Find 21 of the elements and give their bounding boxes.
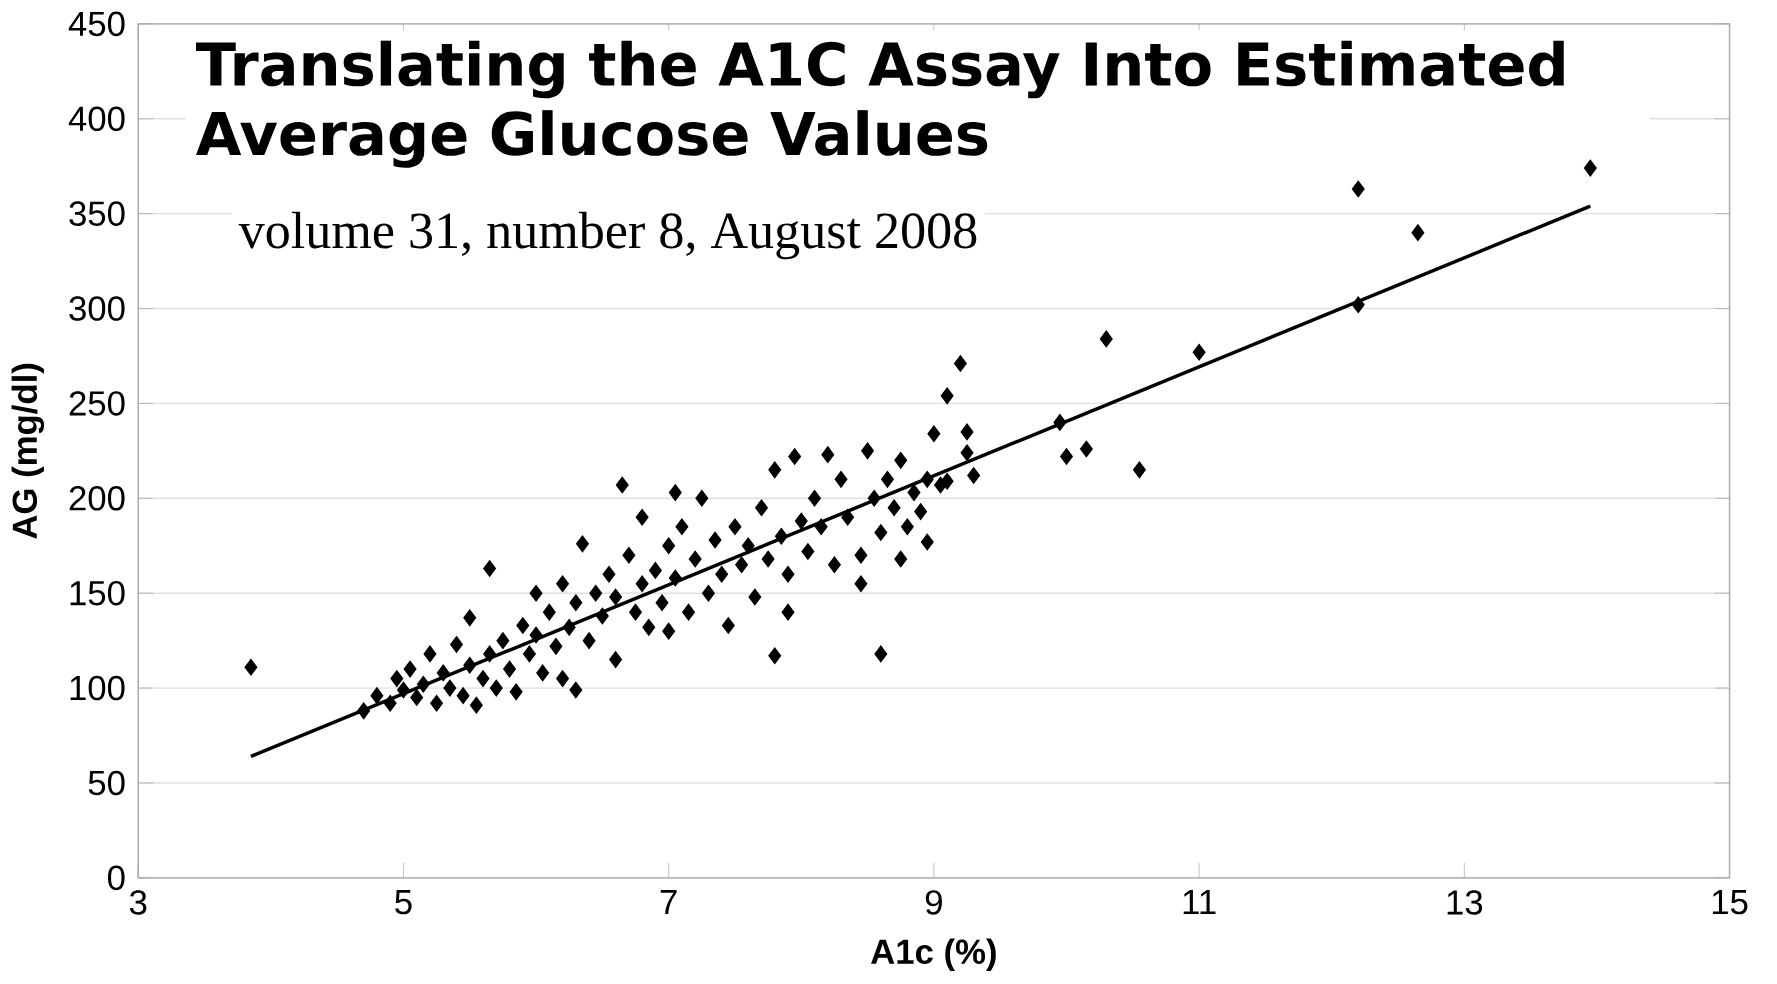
annotation: volume 31, number 8, August 2008 xyxy=(238,212,977,260)
y-axis-title: AG (mg/dl) xyxy=(11,364,45,539)
y-tick-label: 150 xyxy=(70,581,125,606)
y-tick-label: 450 xyxy=(68,11,125,37)
x-tick-label: 15 xyxy=(1712,890,1748,915)
x-axis-title: A1c (%) xyxy=(871,938,996,972)
x-tick-label: 9 xyxy=(925,890,942,915)
x-tick-label: 13 xyxy=(1447,890,1483,915)
y-tick-label: 0 xyxy=(107,865,125,891)
x-tick-label: 11 xyxy=(1183,890,1216,915)
text: Translating the A1C Assay Into Estimated Average Glucose Values xyxy=(196,40,1564,168)
y-tick-label: 250 xyxy=(69,391,125,416)
y-tick-label: 200 xyxy=(69,486,125,511)
x-tick-label: 5 xyxy=(395,890,412,915)
y-tick-label: 100 xyxy=(70,675,125,701)
x-tick-label: 7 xyxy=(660,890,677,915)
y-tick-label: 300 xyxy=(69,296,125,322)
y-tick-label: 400 xyxy=(68,106,125,132)
x-tick-label: 3 xyxy=(129,890,147,915)
y-tick-label: 350 xyxy=(69,201,125,227)
y-tick-label: 50 xyxy=(88,770,125,796)
